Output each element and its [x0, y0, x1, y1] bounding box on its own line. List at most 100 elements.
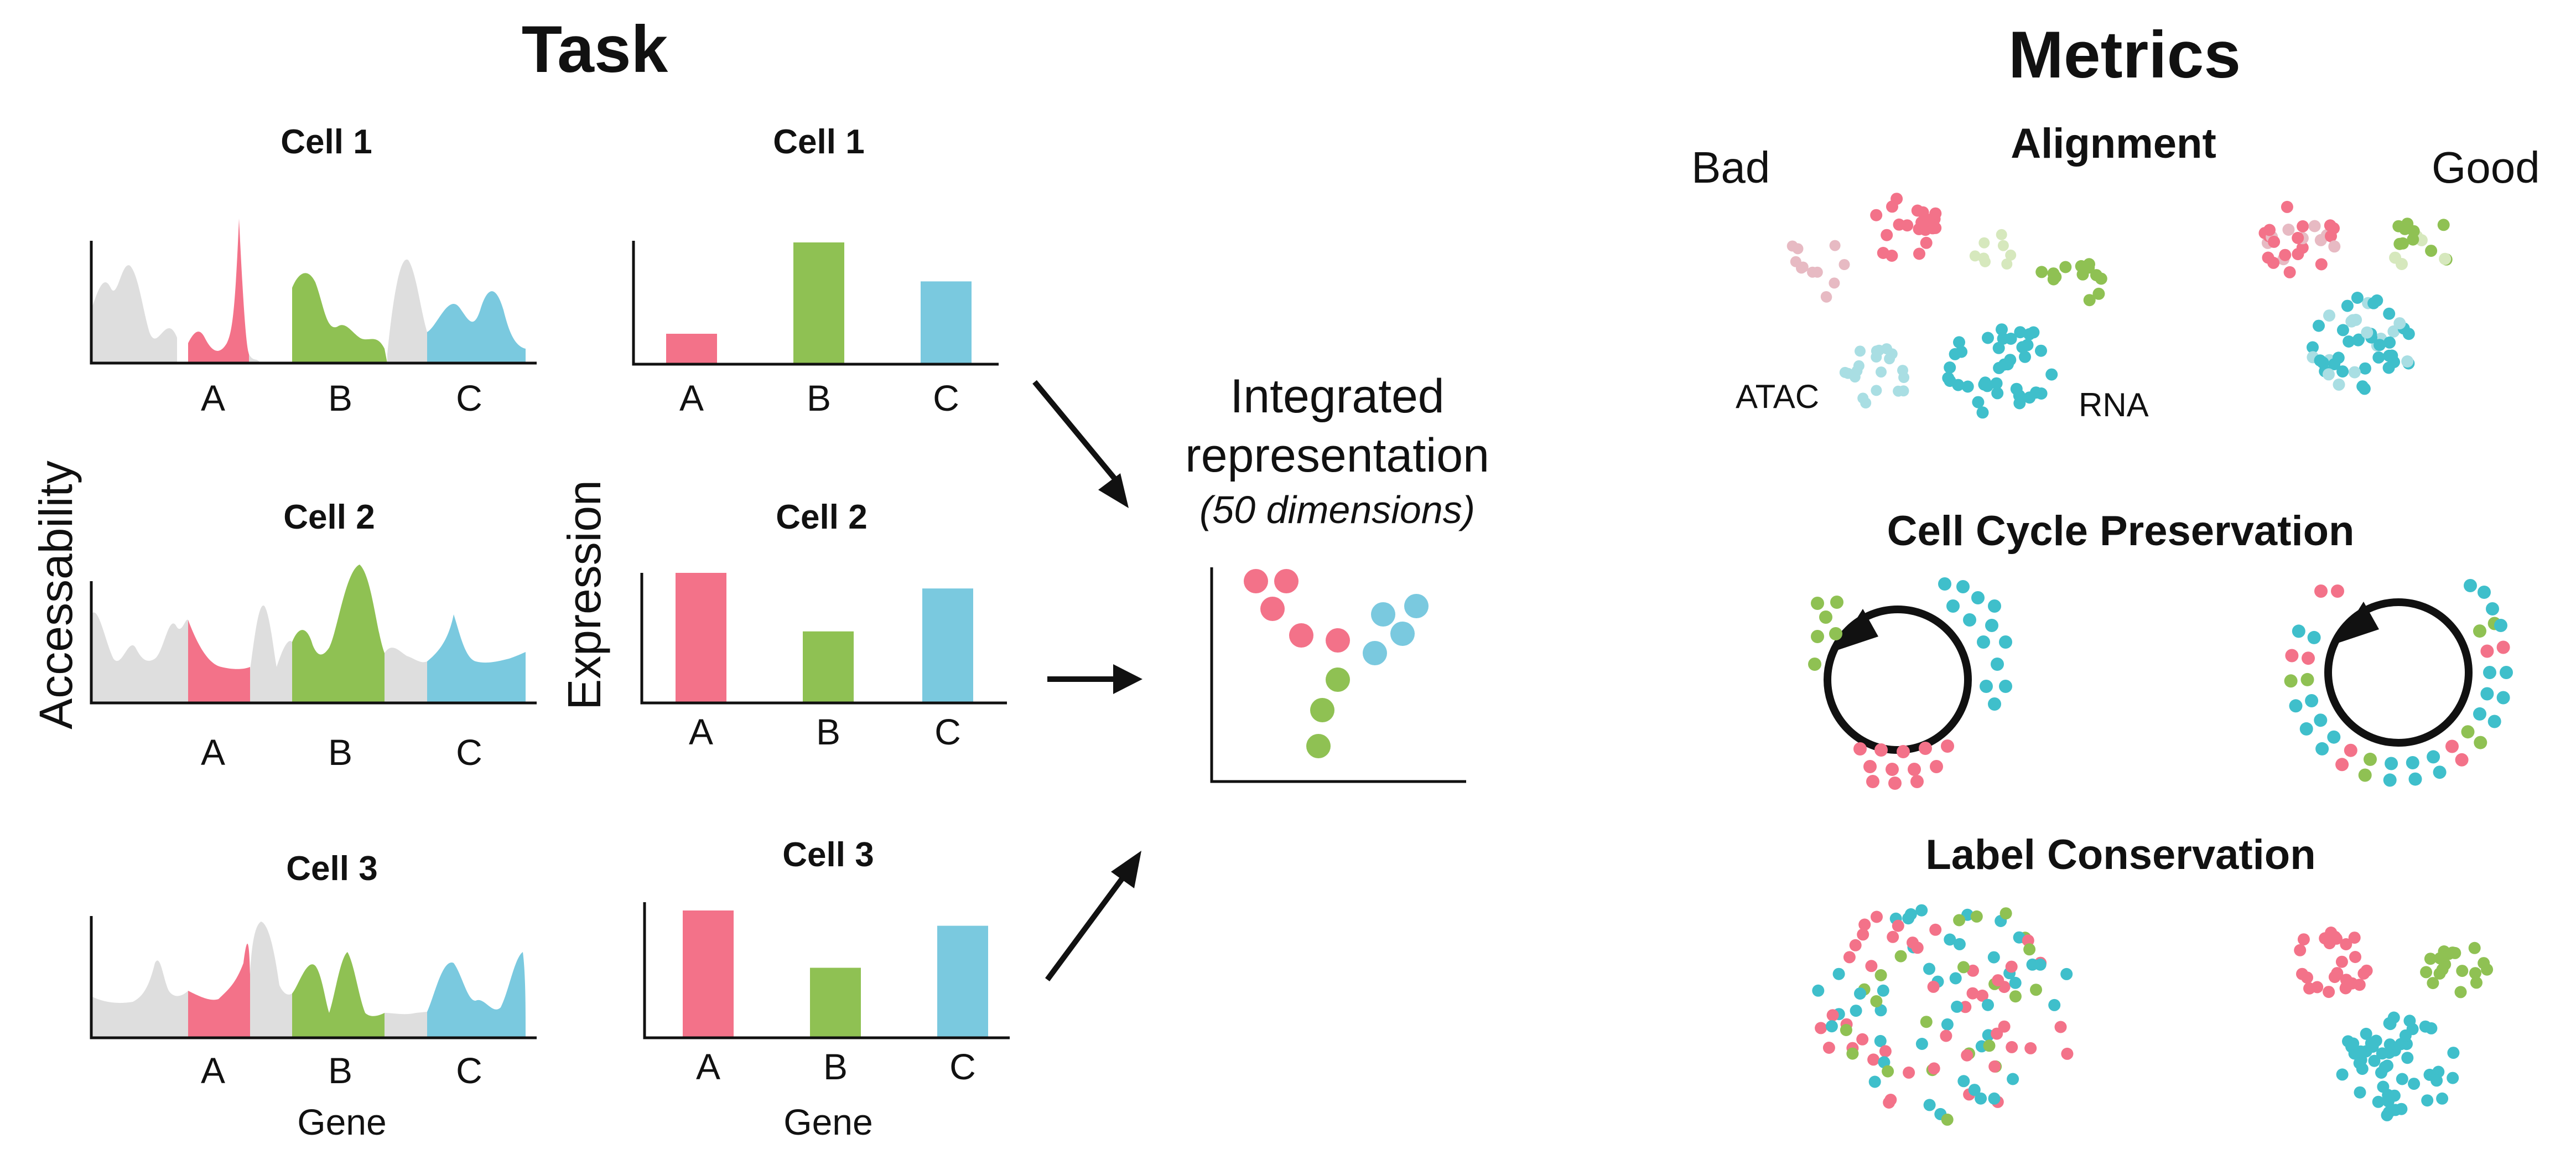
cell-dot	[2496, 640, 2510, 654]
atac-panel-cell-2: Cell 2 A B C	[90, 498, 537, 773]
cell-dot	[2325, 230, 2337, 242]
cell-dot	[2027, 326, 2040, 339]
atac-peak-region-c	[427, 614, 526, 703]
gene-tick-b: B	[823, 1046, 848, 1087]
gene-tick-c: C	[933, 377, 959, 418]
alignment-bad-rna-red	[1870, 193, 1942, 262]
alignment-bad-rna-blue	[1942, 323, 2058, 419]
cell-dot	[1829, 277, 1840, 289]
cell-dot	[1853, 742, 1867, 756]
cell-dot	[1874, 969, 1887, 981]
cell-dot	[2347, 1037, 2360, 1050]
atac-cell-title: Cell 2	[283, 498, 375, 536]
cell-dot	[2006, 1041, 2018, 1053]
cell-dot	[2035, 344, 2047, 357]
cell-dot	[1877, 984, 1889, 997]
cell-dot	[1832, 967, 1845, 980]
cell-dot	[1967, 964, 1979, 977]
cell-dot	[1929, 207, 1942, 220]
gene-tick-b: B	[328, 732, 352, 773]
cell-dot	[2344, 743, 2357, 757]
cell-dot	[2408, 1078, 2421, 1090]
cell-dot	[2315, 742, 2329, 756]
cell-dot	[2328, 240, 2341, 253]
alignment-bad-atac-green	[1969, 229, 2017, 270]
cell-dot	[1991, 1027, 2003, 1040]
cell-dot	[2461, 725, 2475, 739]
cell-dot	[2470, 976, 2482, 989]
cell-cycle-bad	[1824, 606, 1972, 754]
alignment-title: Alignment	[2011, 120, 2216, 167]
gene-tick-b: B	[328, 377, 352, 418]
integrated-title-line1: Integrated	[1230, 370, 1444, 423]
cell-dot	[1870, 209, 1883, 221]
cell-dot	[2013, 397, 2026, 410]
cell-dot	[2478, 586, 2491, 599]
cell-dot	[2494, 619, 2507, 632]
cell-dot	[1843, 951, 1856, 964]
cell-dot	[1992, 342, 2005, 354]
cell-dot	[2009, 990, 2022, 1003]
cell-dot	[2353, 1057, 2366, 1069]
atac-peak-region-c	[427, 291, 526, 363]
cell-dot	[2408, 772, 2422, 786]
rna-modality-label: RNA	[2079, 386, 2149, 423]
cell-dot	[2480, 644, 2494, 658]
alignment-good-red	[2258, 200, 2341, 278]
expression-bar-gene-c	[922, 588, 973, 703]
cell-dot	[2358, 768, 2372, 782]
atac-cell-title: Cell 3	[286, 850, 377, 888]
cell-dot	[2014, 326, 2027, 339]
cell-dot	[1915, 1038, 1928, 1050]
cell-dot	[1871, 385, 1882, 396]
label-conservation-good-green	[2420, 941, 2494, 998]
alignment-bad-rna-green	[2035, 258, 2107, 307]
cell-dot	[2035, 387, 2048, 400]
cell-dot	[1927, 980, 1940, 993]
cell-dot	[2296, 967, 2308, 980]
cell-dot	[2314, 713, 2328, 727]
cell-dot	[2262, 251, 2274, 264]
cell-dot	[2464, 579, 2477, 592]
cell-dot	[1978, 252, 1990, 264]
cell-dot	[2030, 984, 2042, 996]
atac-peak-region-a	[188, 219, 249, 363]
cell-dot	[2061, 1047, 2074, 1060]
cell-dot	[1886, 763, 1899, 776]
cell-dot	[1907, 936, 1919, 949]
gene-tick-b: B	[807, 377, 831, 418]
cell-dot	[1980, 680, 1993, 693]
cell-dot	[1892, 919, 1904, 932]
cell-dot	[1987, 951, 2000, 964]
cell-dot	[2082, 261, 2095, 274]
cell-dot	[2314, 234, 2327, 246]
cell-dot	[1908, 763, 1921, 776]
cell-dot	[1873, 344, 1885, 356]
cell-dot	[2307, 630, 2321, 644]
atac-peak-region-a	[188, 620, 250, 703]
cell-dot	[1966, 987, 1979, 1000]
cell-dot	[2339, 982, 2352, 995]
cell-dot	[1897, 745, 1910, 758]
cell-dot	[1919, 742, 1932, 755]
cell-dot	[1855, 345, 1866, 357]
cell-dot	[2083, 294, 2096, 307]
atac-axis-label: Accessability	[30, 461, 82, 729]
cell-dot	[2398, 223, 2411, 235]
gene-tick-b: B	[816, 711, 840, 752]
cell-dot	[2336, 324, 2349, 337]
cell-dot	[2313, 319, 2325, 332]
cell-dot	[1893, 218, 1905, 231]
cell-dot	[1940, 1029, 1952, 1042]
atac-panels: Cell 1 A B C Cell 2 A B C	[90, 123, 537, 1142]
cell-dot	[2016, 341, 2029, 354]
cell-dot	[2092, 287, 2105, 300]
cell-dot	[2297, 933, 2310, 946]
cell-dot	[1812, 984, 1825, 997]
cell-dot	[2303, 982, 2315, 995]
cell-dot	[1976, 989, 1988, 1002]
label-conservation-bad	[1812, 904, 2074, 1126]
rna-axes	[643, 902, 1010, 1039]
cell-dot	[1867, 1053, 1880, 1066]
cell-dot	[1842, 368, 1854, 379]
